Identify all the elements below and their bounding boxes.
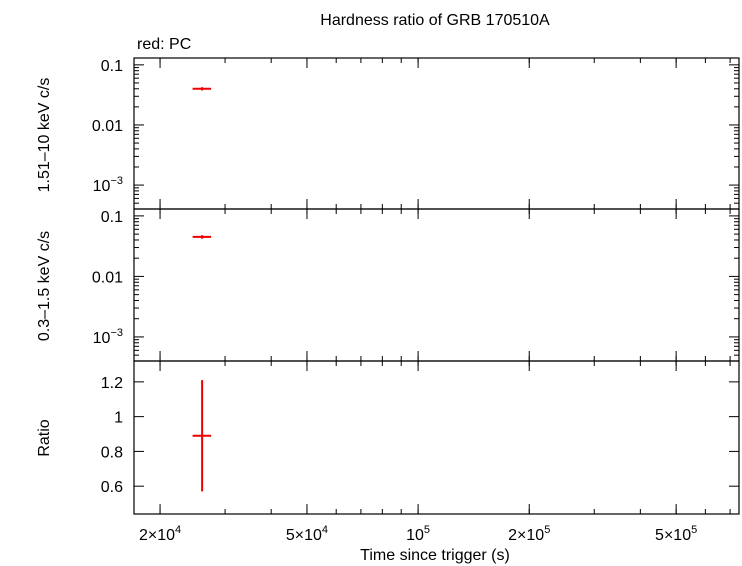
y-axis-label-ratio-panel: Ratio	[36, 419, 53, 456]
panel-frame	[133, 57, 740, 210]
x-tick-label: 2×104	[139, 524, 181, 544]
x-tick-label: 105	[406, 524, 430, 544]
y-tick-label: 0.1	[101, 58, 123, 75]
y-tick-label: 10−3	[93, 327, 123, 347]
y-tick-label: 0.8	[101, 444, 123, 461]
panel-frame	[133, 360, 740, 515]
panel-frame	[133, 208, 740, 362]
x-axis-label: Time since trigger (s)	[360, 547, 510, 564]
y-tick-label: 1.2	[101, 375, 123, 392]
y-axis-label-middle-panel: 0.3–1.5 keV c/s	[36, 231, 53, 341]
y-tick-label: 0.1	[101, 209, 123, 226]
y-tick-label: 10−3	[93, 175, 123, 195]
legend-label: red: PC	[137, 36, 191, 53]
plot-panels: 0.1 0.01 10−3 0.1 0.01 10−3 1.2 1 0.8 0.6 2×104 5×1…	[92, 57, 740, 544]
y-tick-label: 0.6	[101, 479, 123, 496]
y-tick-label: 0.01	[92, 269, 123, 286]
y-axis-label-top-panel: 1.51–10 keV c/s	[36, 78, 53, 193]
chart-title: Hardness ratio of GRB 170510A	[320, 12, 550, 29]
y-tick-label: 0.01	[92, 118, 123, 135]
y-tick-label: 1	[114, 410, 123, 427]
x-tick-label: 5×104	[286, 524, 328, 544]
x-tick-label: 5×105	[655, 524, 697, 544]
x-tick-label: 2×105	[508, 524, 550, 544]
